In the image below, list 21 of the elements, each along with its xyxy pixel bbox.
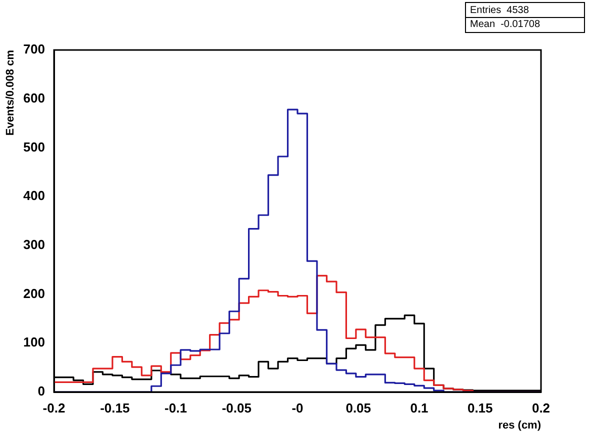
y-tick-label: 300 [23, 237, 45, 252]
x-axis-title: res (cm) [498, 419, 542, 432]
y-tick-label: 400 [23, 188, 45, 204]
text: Mean -0.01708 [466, 17, 584, 31]
x-tick-label: 0.2 [532, 400, 550, 416]
text: Entries 4538 [469, 4, 530, 17]
x-tick-label: -0 [292, 400, 304, 416]
x-tick-label: -0.05 [222, 400, 252, 416]
y-axis-title: Events/0.008 cm [4, 50, 17, 136]
x-tick-label: -0.1 [164, 400, 187, 416]
y-tick-label: 0 [38, 384, 45, 399]
x-tick-label: -0.2 [42, 400, 66, 416]
y-tick-label: 600 [23, 90, 45, 106]
y-tick-label: 100 [23, 334, 45, 350]
y-tick-label: 200 [23, 286, 45, 301]
x-tick-label: 0.15 [467, 400, 493, 416]
x-tick-label: 0.1 [410, 400, 428, 416]
x-tick-label: -0.15 [100, 400, 130, 416]
y-tick-label: 500 [23, 139, 45, 154]
x-tick-label: 0.05 [346, 400, 372, 416]
y-tick-label: 700 [23, 42, 45, 57]
